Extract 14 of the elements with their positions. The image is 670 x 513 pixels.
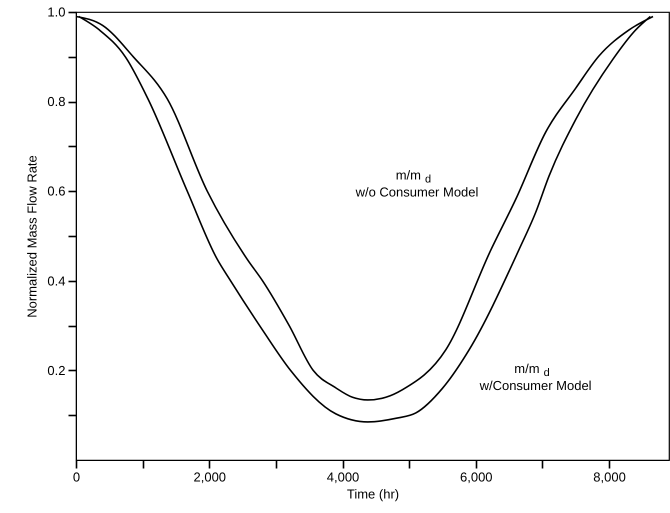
y-axis-title: Normalized Mass Flow Rate <box>24 155 40 318</box>
x-tick-label: 6,000 <box>460 470 493 484</box>
y-tick-label: 0.2 <box>47 362 66 378</box>
annotation: m/m d w/Consumer Model <box>478 361 592 394</box>
y-tick-label: 0.4 <box>47 273 66 288</box>
x-tick-label: 2,000 <box>193 470 226 484</box>
y-tick-label: 0.6 <box>47 184 66 199</box>
x-tick-label: 8,000 <box>593 470 626 484</box>
x-tick-label: 4,000 <box>326 470 360 484</box>
y-tick-label: 0.8 <box>47 94 66 110</box>
y-tick-label: 1.0 <box>47 4 66 20</box>
annotation: m/m d w/o Consumer Model <box>354 168 478 200</box>
x-axis-title: Time (hr) <box>346 486 400 502</box>
x-tick-label: 0 <box>72 470 80 484</box>
